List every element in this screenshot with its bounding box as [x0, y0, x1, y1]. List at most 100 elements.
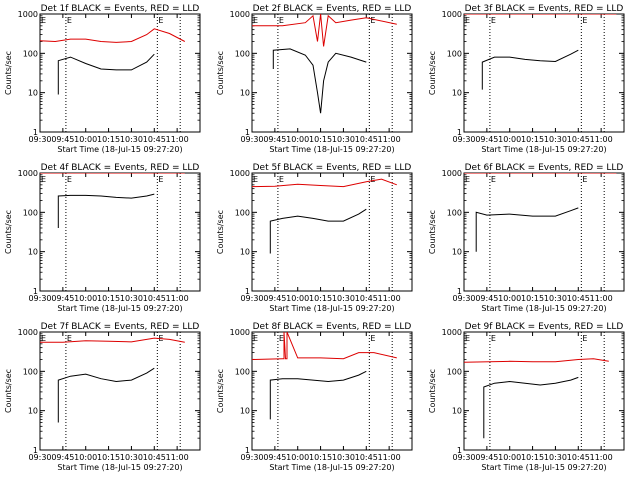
x-axis-label: Start Time (18-Jul-15 09:27:20) — [57, 304, 182, 313]
y-tick-label: 10 — [240, 89, 250, 98]
x-tick-label: 09:45 — [263, 135, 286, 144]
y-tick-label: 1 — [33, 287, 38, 296]
lld-series-line — [252, 332, 397, 360]
x-tick-label: 11:00 — [166, 135, 189, 144]
event-marker-label: E — [41, 175, 46, 184]
x-tick-label: 09:45 — [263, 453, 286, 462]
x-tick-label: 09:30 — [240, 135, 263, 144]
x-tick-label: 10:30 — [120, 453, 143, 462]
y-tick-label: 100 — [23, 208, 38, 217]
x-tick-label: 10:45 — [143, 294, 166, 303]
x-tick-label: 11:00 — [590, 294, 613, 303]
plot-frame — [251, 331, 413, 451]
x-tick-label: 10:30 — [120, 135, 143, 144]
chart-title: Det 9f BLACK = Events, RED = LLD — [465, 322, 624, 332]
x-tick-label: 10:45 — [567, 453, 590, 462]
chart-panel-1: Det 1f BLACK = Events, RED = LLD 09:30 09:… — [4, 4, 201, 154]
y-tick-label: 1000 — [442, 169, 462, 178]
y-tick-label: 100 — [23, 49, 38, 58]
x-axis-label: Start Time (18-Jul-15 09:27:20) — [269, 463, 394, 472]
y-axis-label: Counts/sec — [216, 210, 225, 254]
x-tick-label: 10:45 — [143, 135, 166, 144]
x-tick-label: 10:00 — [74, 135, 97, 144]
x-tick-label: 09:45 — [51, 453, 74, 462]
x-tick-label: 10:30 — [332, 135, 355, 144]
y-tick-label: 1000 — [18, 328, 38, 337]
x-tick-label: 09:30 — [452, 294, 475, 303]
event-marker-label: E — [158, 175, 163, 184]
chart-panel-2: Det 2f BLACK = Events, RED = LLD 09:30 09:… — [216, 4, 413, 154]
x-tick-label: 09:30 — [28, 453, 51, 462]
y-axis-label: Counts/sec — [216, 369, 225, 413]
x-tick-label: 10:30 — [544, 135, 567, 144]
x-axis-label: Start Time (18-Jul-15 09:27:20) — [269, 145, 394, 154]
chart-title: Det 1f BLACK = Events, RED = LLD — [41, 4, 200, 14]
event-marker-label: E — [67, 334, 72, 343]
x-tick-label: 11:00 — [378, 135, 401, 144]
y-tick-label: 1000 — [18, 10, 38, 19]
x-tick-label: 10:00 — [498, 294, 521, 303]
y-tick-label: 1 — [245, 287, 250, 296]
x-axis-label: Start Time (18-Jul-15 09:27:20) — [481, 145, 606, 154]
y-tick-label: 10 — [452, 407, 462, 416]
y-tick-label: 100 — [447, 208, 462, 217]
events-series-line — [269, 370, 367, 420]
lld-series-line — [464, 358, 609, 363]
x-tick-label: 10:30 — [120, 294, 143, 303]
y-tick-label: 1 — [245, 446, 250, 455]
event-marker-label: E — [370, 175, 375, 184]
chart-panel-6: Det 6f BLACK = Events, RED = LLD 09:30 09:… — [428, 163, 625, 313]
x-tick-label: 10:45 — [355, 294, 378, 303]
y-tick-label: 10 — [28, 89, 38, 98]
events-series-line — [57, 53, 155, 95]
events-series-line — [57, 367, 155, 423]
y-tick-label: 10 — [452, 89, 462, 98]
chart-title: Det 3f BLACK = Events, RED = LLD — [465, 4, 624, 14]
y-tick-label: 1 — [33, 128, 38, 137]
chart-panel-8: Det 8f BLACK = Events, RED = LLD 09:30 09:… — [216, 322, 413, 472]
y-tick-label: 10 — [240, 248, 250, 257]
y-tick-label: 100 — [235, 367, 250, 376]
x-tick-label: 11:00 — [166, 453, 189, 462]
x-tick-label: 10:00 — [286, 453, 309, 462]
plot-frame — [39, 331, 201, 451]
event-marker-label: E — [253, 334, 258, 343]
x-tick-label: 10:00 — [498, 135, 521, 144]
lld-series-line — [252, 178, 397, 188]
event-marker-label: E — [279, 16, 284, 25]
y-tick-label: 100 — [235, 208, 250, 217]
x-tick-label: 10:15 — [309, 453, 332, 462]
chart-panel-3: Det 3f BLACK = Events, RED = LLD 09:30 09:… — [428, 4, 625, 154]
event-marker-label: E — [41, 16, 46, 25]
x-tick-label: 09:45 — [51, 135, 74, 144]
chart-panel-7: Det 7f BLACK = Events, RED = LLD 09:30 09:… — [4, 322, 201, 472]
y-axis-label: Counts/sec — [428, 210, 437, 254]
x-tick-label: 09:30 — [28, 294, 51, 303]
x-tick-label: 10:00 — [286, 294, 309, 303]
event-marker-label: E — [370, 334, 375, 343]
event-marker-label: E — [465, 175, 470, 184]
y-tick-label: 10 — [28, 248, 38, 257]
y-axis-label: Counts/sec — [216, 51, 225, 95]
x-tick-label: 09:30 — [240, 453, 263, 462]
event-marker-label: E — [582, 175, 587, 184]
x-axis-label: Start Time (18-Jul-15 09:27:20) — [57, 463, 182, 472]
chart-panel-9: Det 9f BLACK = Events, RED = LLD 09:30 09:… — [428, 322, 625, 472]
x-axis-label: Start Time (18-Jul-15 09:27:20) — [269, 304, 394, 313]
lld-series-line — [252, 14, 397, 47]
event-marker-label: E — [158, 16, 163, 25]
plot-frame — [463, 331, 625, 451]
x-tick-label: 09:30 — [452, 135, 475, 144]
x-tick-label: 10:00 — [286, 135, 309, 144]
chart-title: Det 2f BLACK = Events, RED = LLD — [253, 4, 412, 14]
chart-title: Det 5f BLACK = Events, RED = LLD — [253, 163, 412, 173]
y-axis-label: Counts/sec — [4, 51, 13, 95]
plot-frame — [463, 172, 625, 292]
y-tick-label: 1000 — [442, 328, 462, 337]
x-tick-label: 10:15 — [521, 135, 544, 144]
x-tick-label: 09:45 — [51, 294, 74, 303]
x-tick-label: 10:00 — [74, 453, 97, 462]
y-tick-label: 100 — [235, 49, 250, 58]
x-axis-label: Start Time (18-Jul-15 09:27:20) — [57, 145, 182, 154]
x-tick-label: 10:45 — [567, 135, 590, 144]
